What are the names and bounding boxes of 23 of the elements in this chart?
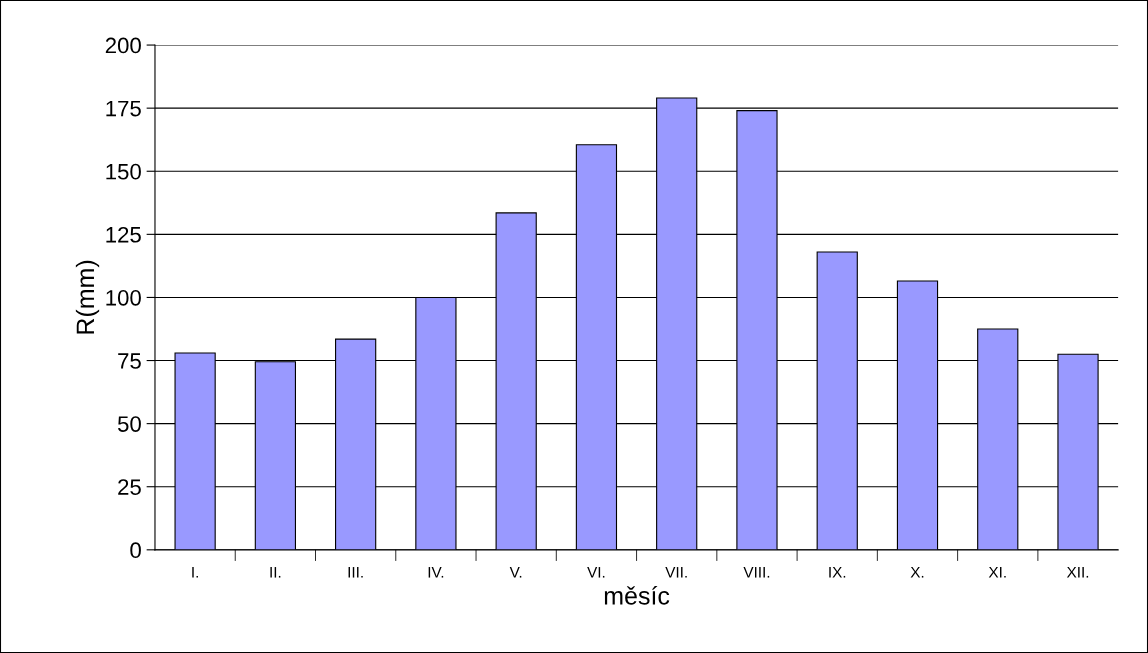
y-tick-label: 0 — [130, 542, 141, 559]
y-tick-label: 50 — [117, 416, 141, 432]
y-tick-label: 125 — [106, 226, 141, 243]
y-axis-title: R(mm) — [75, 260, 100, 334]
y-tick-label: 25 — [118, 479, 141, 495]
y-tick-label: 75 — [118, 353, 141, 369]
x-axis-title: měsíc — [604, 586, 670, 605]
x-tick-label: IV. — [428, 567, 444, 578]
x-tick-label: I. — [192, 567, 198, 578]
x-tick-label: XII. — [1066, 567, 1089, 578]
y-tick-label: 200 — [105, 37, 141, 54]
y-tick-label: 175 — [106, 100, 141, 117]
x-tick-label: XI. — [988, 567, 1006, 578]
x-tick-label: VII. — [665, 567, 687, 578]
x-tick-label: VI. — [587, 567, 605, 578]
x-tick-label: X. — [910, 567, 924, 578]
x-tick-label: IX. — [829, 567, 846, 578]
x-tick-label: II. — [270, 567, 281, 578]
x-tick-label: III. — [348, 567, 363, 578]
y-tick-label: 150 — [106, 163, 141, 180]
x-tick-label: V. — [509, 567, 522, 578]
x-tick-label: VIII. — [743, 567, 770, 578]
y-tick-label: 100 — [106, 289, 141, 306]
